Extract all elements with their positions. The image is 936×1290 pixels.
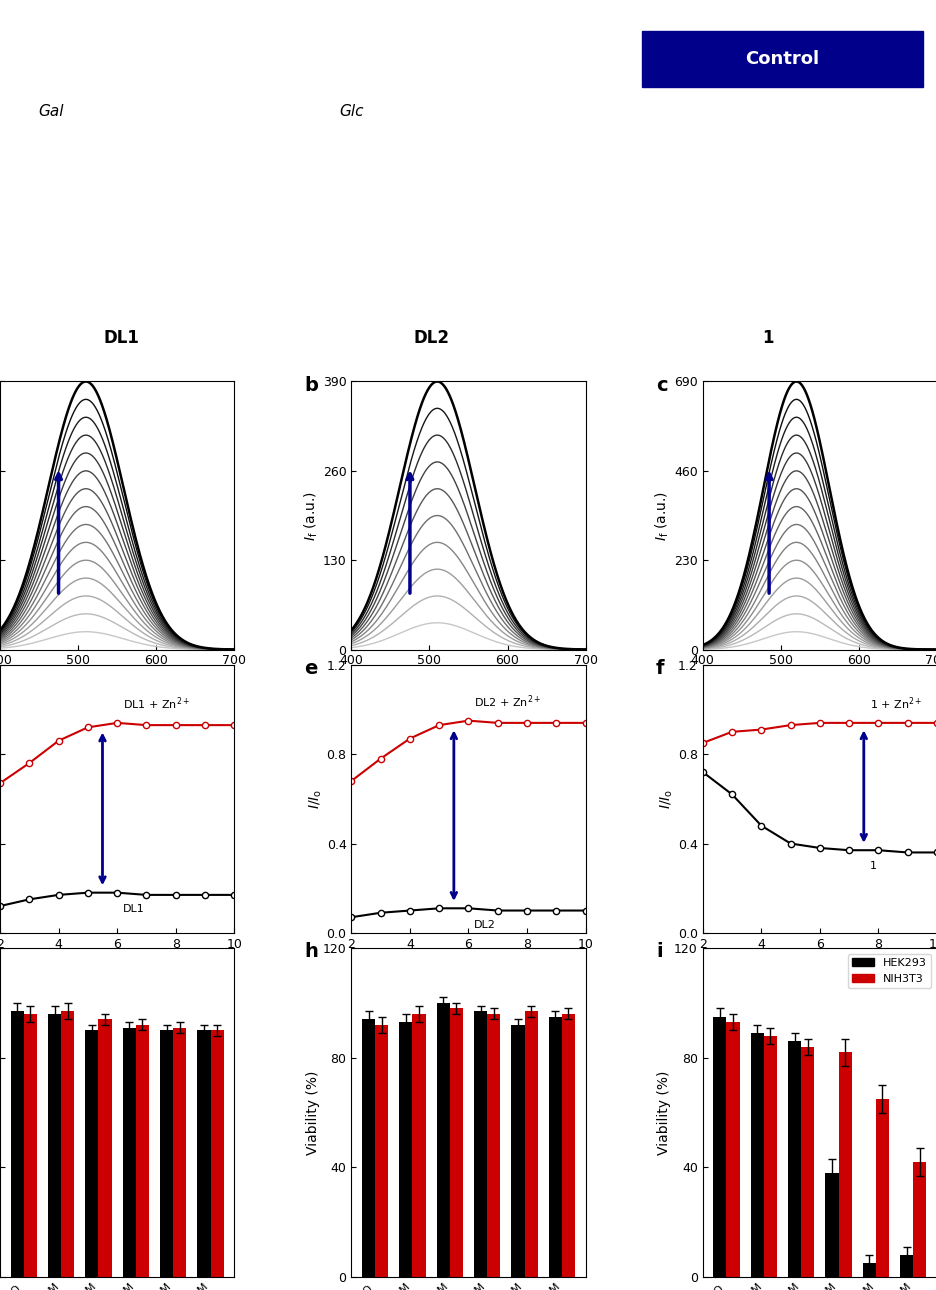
- Bar: [487, 1014, 500, 1277]
- Bar: [85, 1031, 98, 1277]
- Bar: [875, 1099, 888, 1277]
- Text: DL2: DL2: [474, 920, 496, 930]
- X-axis label: Wavelength (nm): Wavelength (nm): [57, 673, 177, 688]
- Bar: [474, 1011, 487, 1277]
- Text: 1 + Zn$^{2+}$: 1 + Zn$^{2+}$: [869, 695, 921, 712]
- Text: 1: 1: [869, 862, 876, 871]
- Text: DL2 + Zn$^{2+}$: DL2 + Zn$^{2+}$: [474, 693, 541, 710]
- Bar: [838, 1053, 851, 1277]
- Bar: [750, 1033, 763, 1277]
- Text: h: h: [304, 942, 318, 961]
- Bar: [913, 1162, 926, 1277]
- X-axis label: pH: pH: [108, 956, 126, 970]
- Bar: [825, 1173, 838, 1277]
- Text: b: b: [304, 377, 318, 395]
- Text: DL2: DL2: [413, 329, 448, 347]
- Text: Gal: Gal: [38, 104, 65, 120]
- Bar: [61, 1011, 74, 1277]
- Bar: [48, 1014, 61, 1277]
- Text: DL1 + Zn$^{2+}$: DL1 + Zn$^{2+}$: [123, 695, 190, 712]
- Y-axis label: Viability (%): Viability (%): [657, 1071, 671, 1155]
- Text: DL1: DL1: [123, 904, 144, 915]
- Bar: [412, 1014, 425, 1277]
- Y-axis label: $I/I_{\mathrm{o}}$: $I/I_{\mathrm{o}}$: [658, 788, 675, 809]
- X-axis label: Wavelength (nm): Wavelength (nm): [408, 673, 528, 688]
- Text: i: i: [655, 942, 662, 961]
- Bar: [10, 1011, 23, 1277]
- Bar: [160, 1031, 173, 1277]
- Text: f: f: [655, 659, 664, 679]
- Bar: [562, 1014, 575, 1277]
- Bar: [197, 1031, 211, 1277]
- Bar: [449, 1009, 462, 1277]
- Y-axis label: $I/I_{\mathrm{o}}$: $I/I_{\mathrm{o}}$: [307, 788, 324, 809]
- Text: c: c: [655, 377, 666, 395]
- Text: Glc: Glc: [339, 104, 363, 120]
- X-axis label: pH: pH: [810, 956, 828, 970]
- Y-axis label: $I_{\mathrm{f}}$ (a.u.): $I_{\mathrm{f}}$ (a.u.): [302, 490, 320, 541]
- Bar: [787, 1041, 800, 1277]
- Bar: [123, 1028, 136, 1277]
- Bar: [524, 1011, 537, 1277]
- Bar: [361, 1019, 374, 1277]
- Bar: [712, 1017, 725, 1277]
- Bar: [23, 1014, 37, 1277]
- Text: DL1: DL1: [104, 329, 139, 347]
- Bar: [136, 1024, 149, 1277]
- FancyBboxPatch shape: [641, 31, 922, 88]
- Bar: [173, 1028, 186, 1277]
- Text: 1: 1: [762, 329, 773, 347]
- Y-axis label: Viability (%): Viability (%): [306, 1071, 320, 1155]
- Bar: [399, 1022, 412, 1277]
- Bar: [211, 1031, 224, 1277]
- Bar: [98, 1019, 111, 1277]
- Bar: [800, 1046, 813, 1277]
- Y-axis label: $I_{\mathrm{f}}$ (a.u.): $I_{\mathrm{f}}$ (a.u.): [653, 490, 671, 541]
- Bar: [548, 1017, 562, 1277]
- X-axis label: Wavelength (nm): Wavelength (nm): [759, 673, 879, 688]
- Text: Control: Control: [744, 50, 819, 68]
- Bar: [436, 1002, 449, 1277]
- Bar: [763, 1036, 776, 1277]
- Bar: [374, 1024, 388, 1277]
- Bar: [511, 1024, 524, 1277]
- Legend: HEK293, NIH3T3: HEK293, NIH3T3: [847, 953, 930, 988]
- Bar: [862, 1263, 875, 1277]
- Text: e: e: [304, 659, 317, 679]
- Bar: [899, 1255, 913, 1277]
- X-axis label: pH: pH: [459, 956, 477, 970]
- Bar: [725, 1022, 739, 1277]
